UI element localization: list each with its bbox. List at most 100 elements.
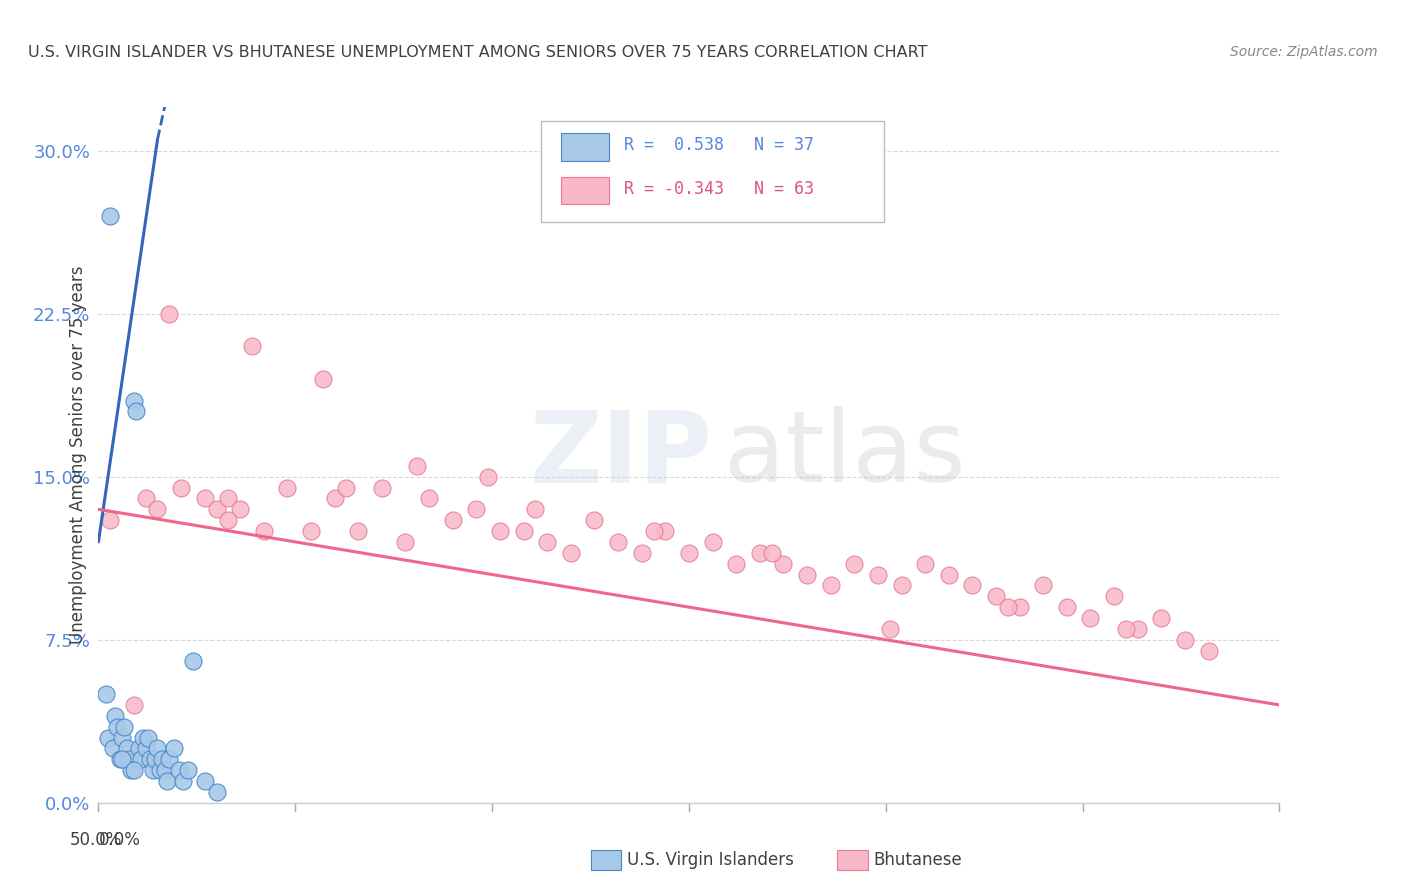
Point	[129, 752, 152, 766]
Point	[146, 741, 169, 756]
Point	[135, 741, 157, 756]
Point	[146, 502, 169, 516]
Point	[170, 481, 193, 495]
Point	[890, 578, 912, 592]
Point	[122, 763, 145, 777]
Point	[98, 209, 121, 223]
Y-axis label: Unemployment Among Seniors over 75 years: Unemployment Among Seniors over 75 years	[69, 266, 87, 644]
Point	[1056, 600, 1078, 615]
Point	[121, 763, 143, 777]
Point	[643, 524, 665, 538]
Point	[1150, 611, 1173, 625]
Point	[157, 752, 180, 766]
Point	[1102, 589, 1125, 603]
Point	[347, 524, 370, 538]
Point	[125, 404, 148, 418]
Bar	[561, 133, 609, 161]
Point	[136, 731, 159, 745]
Point	[150, 752, 173, 766]
Point	[654, 524, 676, 538]
Point	[820, 578, 842, 592]
FancyBboxPatch shape	[541, 121, 884, 222]
Point	[172, 774, 194, 789]
Point	[512, 524, 534, 538]
Point	[489, 524, 512, 538]
Point	[1115, 622, 1137, 636]
Point	[418, 491, 440, 506]
Point	[796, 567, 818, 582]
Point	[866, 567, 889, 582]
Point	[1032, 578, 1054, 592]
Point	[524, 502, 547, 516]
Point	[177, 763, 200, 777]
Point	[748, 546, 770, 560]
Point	[984, 589, 1007, 603]
Point	[465, 502, 488, 516]
Point	[536, 534, 558, 549]
Text: Source: ZipAtlas.com: Source: ZipAtlas.com	[1230, 45, 1378, 59]
Point	[97, 731, 120, 745]
Point	[761, 546, 783, 560]
Text: R = -0.343   N = 63: R = -0.343 N = 63	[624, 180, 814, 198]
Point	[111, 752, 134, 766]
Point	[678, 546, 700, 560]
Point	[149, 763, 172, 777]
Point	[1174, 632, 1197, 647]
Point	[702, 534, 724, 549]
Point	[323, 491, 346, 506]
Point	[962, 578, 984, 592]
Point	[253, 524, 276, 538]
Point	[112, 720, 135, 734]
Point	[115, 741, 138, 756]
Point	[143, 752, 166, 766]
Point	[914, 557, 936, 571]
Text: R =  0.538   N = 37: R = 0.538 N = 37	[624, 136, 814, 154]
Point	[104, 708, 127, 723]
Text: 0.0%: 0.0%	[98, 830, 141, 848]
Point	[772, 557, 794, 571]
Point	[139, 752, 162, 766]
Text: atlas: atlas	[724, 407, 966, 503]
Point	[630, 546, 652, 560]
Point	[122, 698, 145, 712]
Point	[108, 752, 131, 766]
Point	[725, 557, 748, 571]
Point	[217, 513, 239, 527]
Point	[217, 491, 239, 506]
Point	[105, 720, 128, 734]
Point	[163, 741, 186, 756]
Point	[997, 600, 1019, 615]
Point	[132, 731, 155, 745]
Point	[335, 481, 357, 495]
Point	[560, 546, 582, 560]
Point	[118, 752, 141, 766]
Point	[299, 524, 322, 538]
Point	[879, 622, 901, 636]
Point	[938, 567, 960, 582]
Point	[583, 513, 606, 527]
Point	[194, 491, 217, 506]
Point	[135, 491, 157, 506]
Point	[394, 534, 416, 549]
Point	[181, 655, 204, 669]
Point	[167, 763, 190, 777]
Point	[142, 763, 165, 777]
Text: Bhutanese: Bhutanese	[873, 851, 962, 869]
Point	[607, 534, 630, 549]
Point	[153, 763, 176, 777]
Point	[194, 774, 217, 789]
Point	[312, 372, 335, 386]
Text: ZIP: ZIP	[530, 407, 713, 503]
Text: U.S. Virgin Islanders: U.S. Virgin Islanders	[627, 851, 794, 869]
Text: U.S. VIRGIN ISLANDER VS BHUTANESE UNEMPLOYMENT AMONG SENIORS OVER 75 YEARS CORRE: U.S. VIRGIN ISLANDER VS BHUTANESE UNEMPL…	[28, 45, 928, 60]
Point	[94, 687, 117, 701]
Point	[205, 785, 228, 799]
Point	[441, 513, 464, 527]
Point	[98, 513, 121, 527]
Point	[240, 339, 263, 353]
Point	[101, 741, 124, 756]
Point	[844, 557, 866, 571]
Point	[205, 502, 228, 516]
Text: 50.0%: 50.0%	[70, 830, 122, 848]
Point	[1080, 611, 1102, 625]
